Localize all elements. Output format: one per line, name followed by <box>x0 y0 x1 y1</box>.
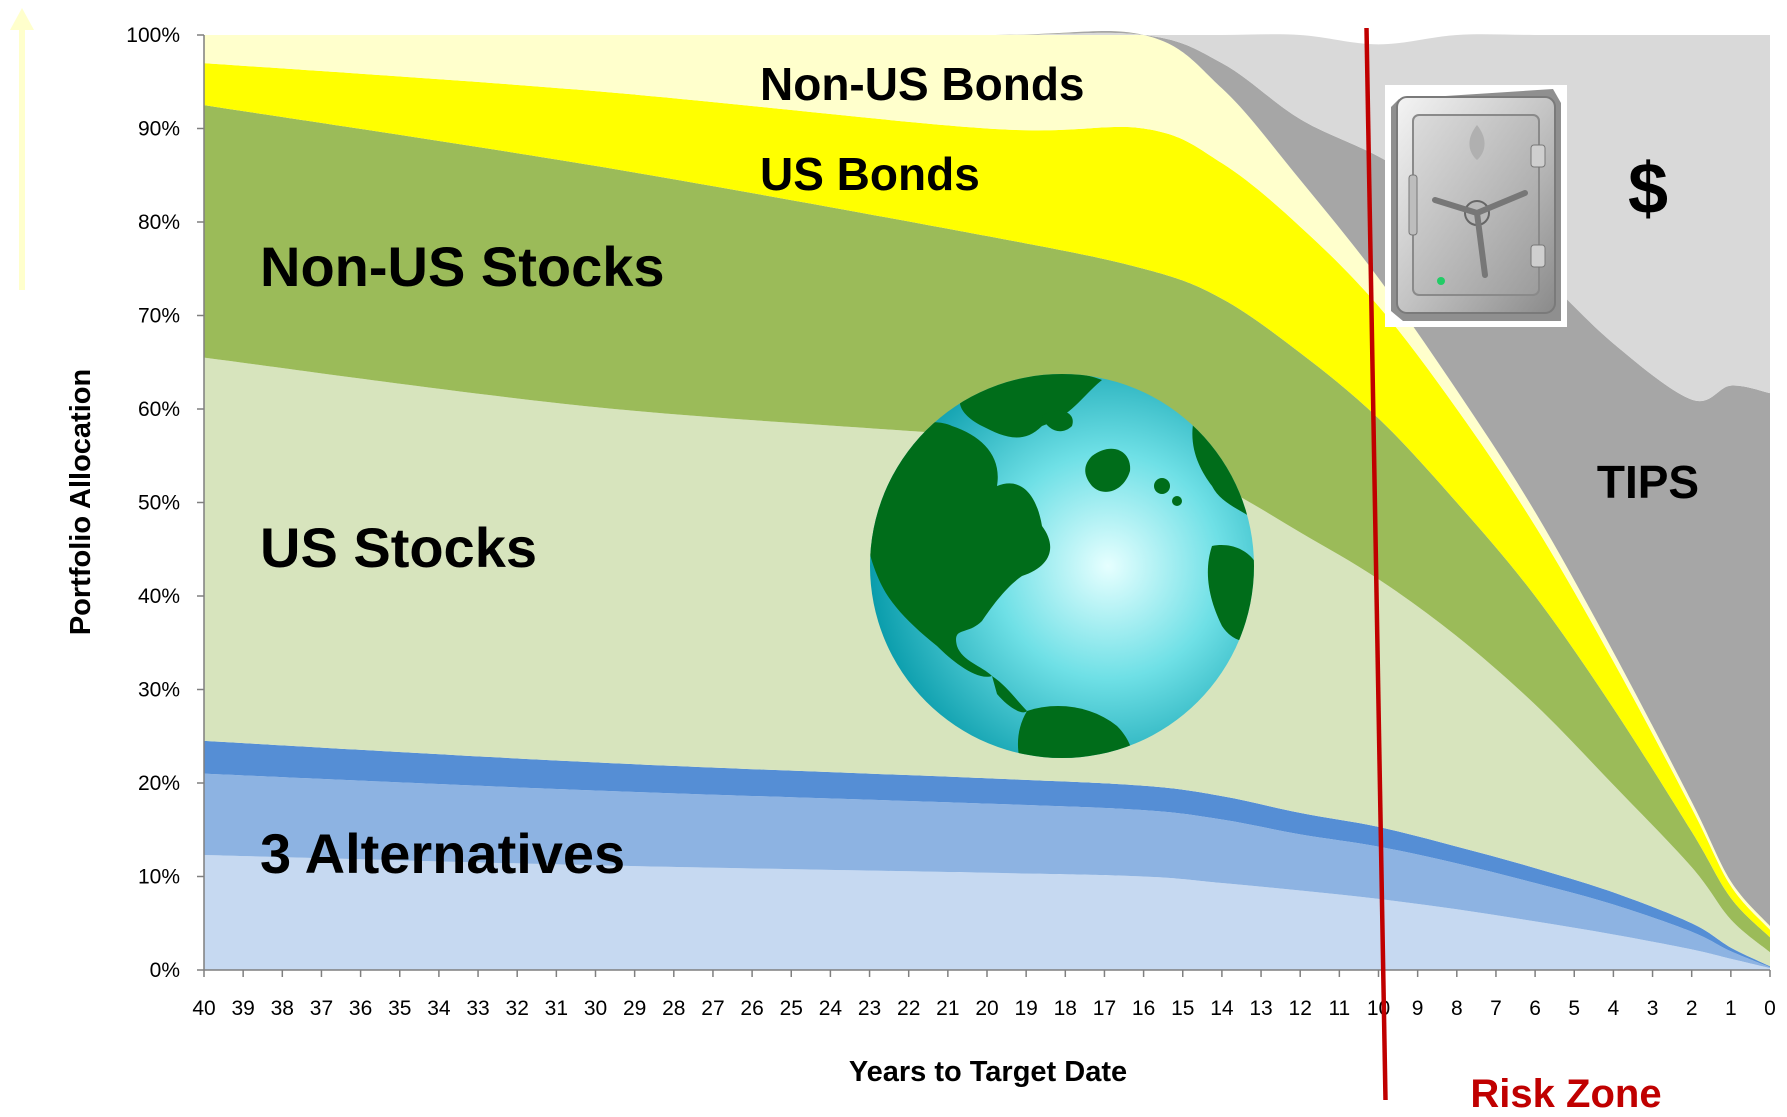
x-tick-label: 28 <box>662 997 685 1020</box>
x-tick-label: 7 <box>1490 997 1502 1020</box>
y-tick-label: 40% <box>138 585 180 608</box>
x-tick-label: 15 <box>1171 997 1194 1020</box>
area-label-us-bonds: US Bonds <box>760 148 980 200</box>
x-tick-label: 17 <box>1093 997 1116 1020</box>
x-tick-label: 27 <box>701 997 724 1020</box>
x-tick-label: 3 <box>1647 997 1659 1020</box>
x-tick-label: 23 <box>858 997 881 1020</box>
x-tick-label: 22 <box>897 997 920 1020</box>
area-label-us-stocks: US Stocks <box>260 516 537 579</box>
x-tick-label: 0 <box>1764 997 1776 1020</box>
x-tick-label: 40 <box>192 997 215 1020</box>
x-tick-label: 13 <box>1249 997 1272 1020</box>
x-tick-label: 19 <box>1014 997 1037 1020</box>
area-tips <box>204 31 1770 927</box>
y-axis-title: Portfolio Allocation <box>65 369 97 635</box>
axes: 0%10%20%30%40%50%60%70%80%90%100%40 39 38 3… <box>65 24 1776 1116</box>
area-alt3 <box>204 740 1770 968</box>
y-tick-label: 20% <box>138 772 180 795</box>
y-tick-label: 50% <box>138 492 180 515</box>
area-alt1 <box>204 855 1770 970</box>
x-tick-label: 12 <box>1289 997 1312 1020</box>
y-tick-label: 30% <box>138 679 180 702</box>
risk-zone-line <box>1364 27 1388 1101</box>
x-axis-title: Years to Target Date <box>849 1056 1127 1088</box>
x-tick-label: 1 <box>1725 997 1737 1020</box>
x-tick-label: 21 <box>936 997 959 1020</box>
x-tick-label: 37 <box>310 997 333 1020</box>
y-tick-label: 90% <box>138 118 180 141</box>
x-tick-label: 20 <box>975 997 998 1020</box>
x-tick-label: 29 <box>623 997 646 1020</box>
y-tick-label: 80% <box>138 211 180 234</box>
y-tick-label: 100% <box>126 24 180 47</box>
x-tick-label: 18 <box>1054 997 1077 1020</box>
globe-icon <box>870 374 1254 758</box>
safe-icon <box>1385 85 1567 327</box>
area-label-alternatives: 3 Alternatives <box>260 822 625 885</box>
x-tick-label: 10 <box>1367 997 1390 1020</box>
risk-zone-label: Risk Zone <box>1470 1072 1661 1112</box>
x-tick-label: 34 <box>427 997 451 1020</box>
x-tick-label: 33 <box>466 997 489 1020</box>
x-tick-label: 8 <box>1451 997 1463 1020</box>
x-tick-label: 36 <box>349 997 372 1020</box>
area-alt2 <box>204 773 1770 969</box>
x-tick-label: 38 <box>271 997 294 1020</box>
y-tick-label: 60% <box>138 398 180 421</box>
x-tick-label: 24 <box>819 997 843 1020</box>
area-label-tips: TIPS <box>1597 456 1699 508</box>
x-tick-label: 16 <box>1132 997 1155 1020</box>
x-tick-label: 35 <box>388 997 411 1020</box>
x-tick-label: 9 <box>1412 997 1424 1020</box>
x-tick-label: 4 <box>1608 997 1620 1020</box>
area-non-us-stocks <box>204 105 1770 953</box>
x-tick-label: 32 <box>506 997 529 1020</box>
area-label-cash: $ <box>1628 149 1668 229</box>
x-tick-label: 39 <box>231 997 254 1020</box>
x-tick-label: 6 <box>1529 997 1541 1020</box>
x-tick-label: 26 <box>740 997 763 1020</box>
area-label-non-us-bonds: Non-US Bonds <box>760 58 1085 110</box>
x-tick-label: 30 <box>584 997 607 1020</box>
x-tick-label: 11 <box>1328 997 1350 1020</box>
area-us-bonds <box>204 63 1770 938</box>
x-tick-label: 31 <box>545 997 568 1020</box>
chart-labels: Non-US Bonds US Bonds Non-US Stocks US Stoc… <box>260 58 1699 885</box>
y-tick-label: 0% <box>150 959 180 982</box>
x-tick-label: 5 <box>1568 997 1580 1020</box>
area-cash <box>204 32 1770 402</box>
y-tick-label: 70% <box>138 305 180 328</box>
decorative-arrow <box>10 8 34 290</box>
x-tick-label: 25 <box>780 997 803 1020</box>
x-tick-label: 14 <box>1210 997 1234 1020</box>
y-tick-label: 10% <box>138 866 180 889</box>
x-tick-label: 2 <box>1686 997 1698 1020</box>
area-label-non-us-stocks: Non-US Stocks <box>260 235 665 298</box>
